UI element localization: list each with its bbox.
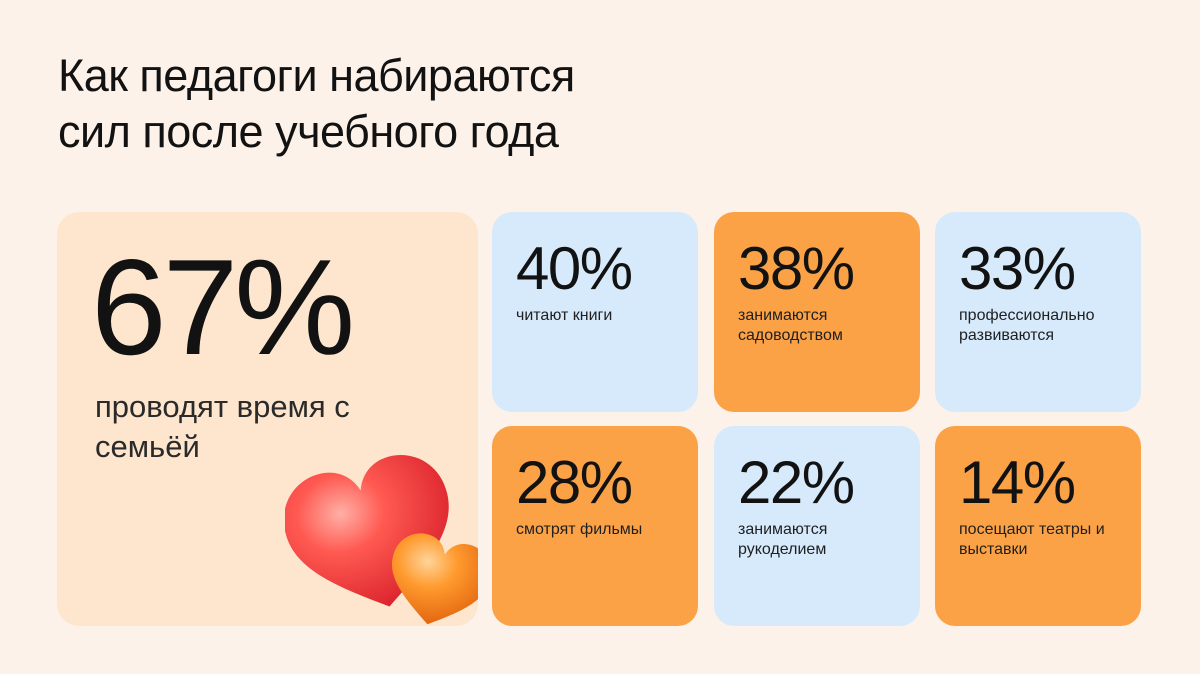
stat-label: профессионально развиваются [959,307,1095,344]
stat-card: 38% занимаются садоводством [714,212,920,412]
stat-card: 14% посещают театры и выставки [935,426,1141,626]
title-line-1: Как педагоги набираются [58,50,575,101]
stat-value: 28% [516,449,633,516]
stat-card: 22% занимаются рукоделием [714,426,920,626]
hearts-icon [285,455,478,624]
stat-value: 14% [959,449,1076,516]
highlight-value: 67% [91,231,355,383]
highlight-label: проводят время с семьёй [95,389,350,464]
stat-label: читают книги [516,307,613,324]
stat-value: 38% [738,235,855,302]
stat-card: 33% профессионально развиваются [935,212,1141,412]
stat-card: 28% смотрят фильмы [492,426,698,626]
stat-value: 22% [738,449,855,516]
stat-value: 33% [959,235,1076,302]
stat-card: 40% читают книги [492,212,698,412]
highlight-card-family: 67% проводят время с семьёй [57,212,478,626]
page-title: Как педагоги набираются сил после учебно… [58,48,575,160]
stat-label: посещают театры и выставки [959,521,1105,558]
stat-label: занимаются садоводством [738,307,843,344]
stat-label: занимаются рукоделием [738,521,828,558]
stat-value: 40% [516,235,633,302]
stat-label: смотрят фильмы [516,521,643,538]
title-line-2: сил после учебного года [58,106,559,157]
